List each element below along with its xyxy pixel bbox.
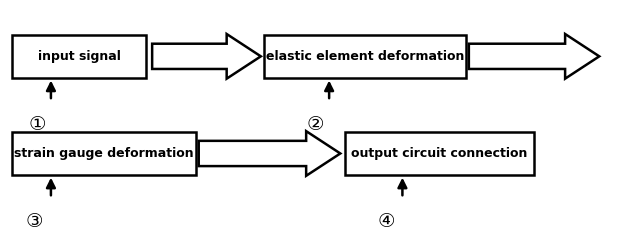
Text: strain gauge deformation: strain gauge deformation — [14, 147, 194, 160]
Text: output circuit connection: output circuit connection — [351, 147, 528, 160]
FancyBboxPatch shape — [12, 132, 196, 175]
Text: ①: ① — [29, 115, 46, 134]
Polygon shape — [152, 34, 261, 79]
Polygon shape — [469, 34, 599, 79]
FancyBboxPatch shape — [12, 35, 146, 78]
Text: input signal: input signal — [38, 50, 120, 63]
Text: elastic element deformation: elastic element deformation — [266, 50, 464, 63]
Text: ③: ③ — [25, 212, 43, 231]
FancyBboxPatch shape — [264, 35, 466, 78]
Text: ②: ② — [307, 115, 324, 134]
FancyBboxPatch shape — [345, 132, 534, 175]
Text: ④: ④ — [378, 212, 395, 231]
Polygon shape — [199, 131, 340, 176]
